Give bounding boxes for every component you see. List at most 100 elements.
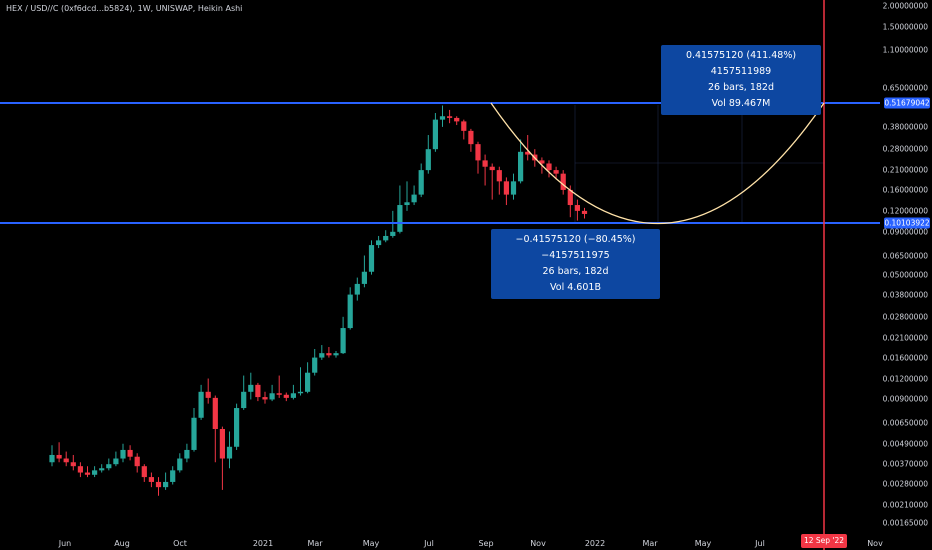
price-axis[interactable]: 2.00000000 1.50000000 1.10000000 0.65000000… <box>880 0 932 550</box>
time-tick-label: 2022 <box>584 539 606 548</box>
candle-body <box>283 394 289 398</box>
candle-body <box>518 151 524 182</box>
candle-body <box>347 294 353 329</box>
price-tick-label: 0.00210000 <box>882 500 928 510</box>
candle-body <box>184 449 190 459</box>
candle-body <box>155 481 162 488</box>
candle-body <box>177 458 183 471</box>
time-tick-label: Jul <box>424 539 434 548</box>
measure-box-up[interactable]: 0.41575120 (411.48%) 4157511989 26 bars,… <box>661 45 821 115</box>
candle-body <box>560 173 566 190</box>
candle-body <box>383 235 389 241</box>
time-tick-label: Oct <box>173 539 187 548</box>
price-tick-label: 0.00165000 <box>882 518 928 528</box>
candle-body <box>510 181 517 195</box>
candle-body <box>77 466 83 473</box>
upper-level-label: 0.51679042 <box>884 97 930 109</box>
price-tick-label: 0.00650000 <box>882 418 928 428</box>
candle-body <box>297 391 304 394</box>
candle-body <box>92 470 98 475</box>
candle-body <box>134 456 140 467</box>
candle-body <box>113 458 119 465</box>
candle-body <box>205 391 211 398</box>
time-tick-label: May <box>362 539 380 548</box>
candle-body <box>468 130 474 145</box>
candle-body <box>84 472 91 475</box>
candle-body <box>56 454 62 459</box>
candle-body <box>354 283 360 295</box>
price-tick-label: 0.02800000 <box>882 312 928 322</box>
candle-body <box>447 116 453 118</box>
price-tick-label: 0.09000000 <box>882 227 928 237</box>
price-tick-label: 0.28000000 <box>882 144 928 154</box>
candle-body <box>290 393 296 398</box>
measure-box-down[interactable]: −0.41575120 (−80.45%) −4157511975 26 bar… <box>491 229 660 299</box>
candle-body <box>99 468 105 471</box>
candle-body <box>489 166 495 171</box>
vertical-line-date-label: 12 Sep '22 <box>801 534 847 548</box>
measure-up-bars: 26 bars, 182d <box>707 82 775 93</box>
candle-body <box>262 397 268 400</box>
time-tick-label: Sep <box>478 539 494 548</box>
cup-curve <box>490 102 825 224</box>
candle-body <box>425 149 431 171</box>
candle-body <box>439 116 446 120</box>
candle-body <box>553 170 559 174</box>
candle-body <box>525 151 531 155</box>
candle-body <box>106 464 112 469</box>
candle-body <box>567 189 573 206</box>
candle-body <box>212 397 218 429</box>
price-tick-label: 0.16000000 <box>882 185 928 195</box>
candle-body <box>319 353 325 358</box>
candle-body <box>305 372 311 392</box>
grid <box>574 105 825 222</box>
measure-up-change: 0.41575120 (411.48%) 4157511989 <box>685 50 797 77</box>
candle-body <box>390 231 396 236</box>
candle-body <box>574 205 580 211</box>
price-tick-label: 0.05000000 <box>882 270 928 280</box>
candle-body <box>546 163 552 171</box>
price-tick-label: 0.38000000 <box>882 122 928 132</box>
lower-level-label: 0.10103922 <box>884 217 930 229</box>
price-tick-label: 0.00280000 <box>882 479 928 489</box>
candle-body <box>340 328 346 354</box>
price-tick-label: 0.21000000 <box>882 165 928 175</box>
candle-body <box>248 384 254 392</box>
candle-body <box>127 449 133 457</box>
time-tick-label: Jun <box>58 539 72 548</box>
price-tick-label: 0.65000000 <box>882 83 928 93</box>
candle-body <box>312 357 318 373</box>
candle-body <box>418 170 424 195</box>
price-tick-label: 0.01600000 <box>882 353 928 363</box>
symbol-title: HEX / USD//C (0xf6dcd...b5824), 1W, UNIS… <box>6 4 243 13</box>
candle-body <box>276 393 282 395</box>
candle-body <box>581 210 588 214</box>
price-tick-label: 0.00490000 <box>882 439 928 449</box>
price-tick-label: 2.00000000 <box>882 1 928 11</box>
candle-body <box>326 353 332 356</box>
time-tick-label: Mar <box>307 539 323 548</box>
candle-body <box>496 170 502 182</box>
time-tick-label: Mar <box>642 539 658 548</box>
time-tick-label: Nov <box>530 539 546 548</box>
time-tick-label: May <box>694 539 712 548</box>
candle-body <box>503 181 509 195</box>
price-tick-label: 0.00370000 <box>882 459 928 469</box>
candle-body <box>482 160 488 167</box>
candles <box>49 105 588 496</box>
measure-down-bars: 26 bars, 182d <box>542 266 609 277</box>
candle-body <box>432 119 438 150</box>
candle-body <box>226 446 233 459</box>
price-tick-label: 0.03800000 <box>882 290 928 300</box>
candle-body <box>163 481 169 488</box>
candle-body <box>376 240 382 246</box>
candle-body <box>70 462 76 467</box>
candle-body <box>191 417 197 450</box>
candle-body <box>269 393 275 400</box>
candle-body <box>411 194 417 203</box>
measure-up-volume: Vol 89.467M <box>711 98 771 109</box>
time-axis[interactable]: Jun Aug Oct 2021 Mar May Jul Sep Nov 2022 Mar May Ju… <box>0 528 883 550</box>
candle-body <box>63 458 69 463</box>
measure-down-change: −0.41575120 (−80.45%) −4157511975 <box>515 234 636 261</box>
